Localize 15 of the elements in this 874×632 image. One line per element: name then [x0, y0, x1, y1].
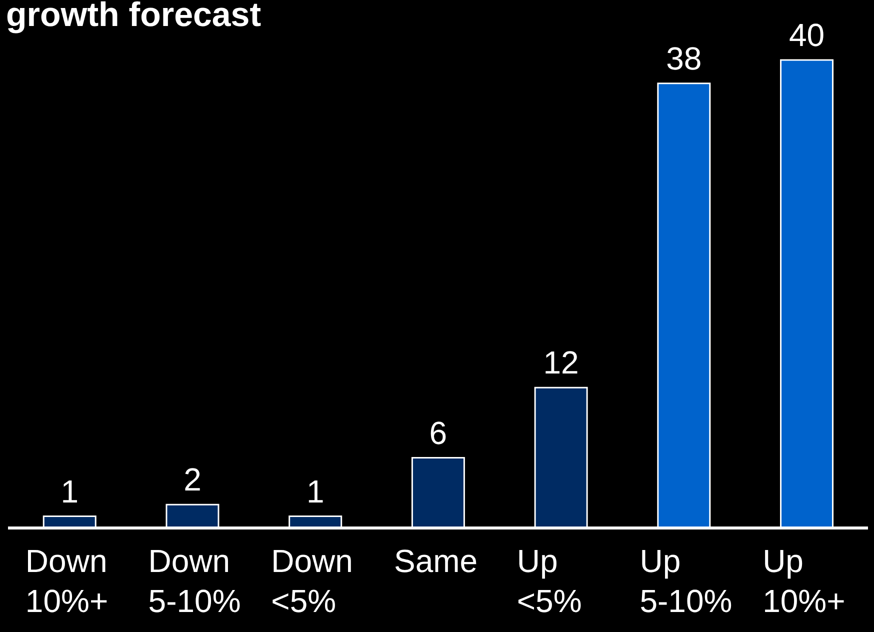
chart-title: growth forecast — [6, 0, 262, 35]
x-tick-label: Up <5% — [516, 543, 582, 619]
x-tick-label: Up 10%+ — [762, 543, 846, 619]
data-label: 40 — [788, 17, 825, 53]
x-tick-label: Up 5-10% — [640, 543, 732, 619]
x-tick-label: Down 10%+ — [25, 543, 108, 619]
data-label: 2 — [184, 462, 202, 498]
data-label: 6 — [429, 414, 448, 451]
data-label: 12 — [543, 344, 579, 381]
data-label: 38 — [666, 40, 702, 76]
x-tick-label: Down <5% — [271, 543, 353, 619]
data-label: 1 — [306, 473, 324, 510]
x-tick-label: Same — [394, 543, 478, 579]
x-tick-label: Down 5-10% — [148, 543, 241, 619]
data-label: 1 — [60, 473, 79, 510]
